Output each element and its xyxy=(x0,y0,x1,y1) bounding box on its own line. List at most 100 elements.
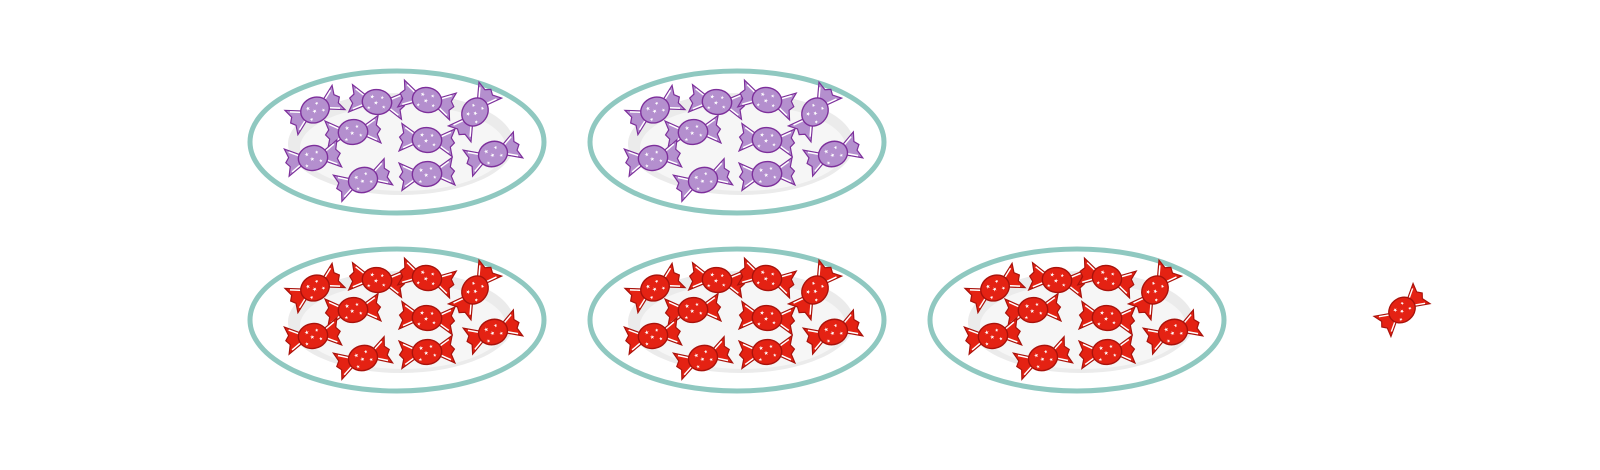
wrapped-candy-icon: ★ ★ ★ ★ ★ xyxy=(737,334,797,370)
svg-text:★: ★ xyxy=(418,168,424,174)
svg-text:★: ★ xyxy=(1098,346,1104,352)
svg-text:★: ★ xyxy=(309,294,315,301)
svg-text:★: ★ xyxy=(419,270,425,277)
svg-text:★: ★ xyxy=(654,327,659,334)
svg-text:★: ★ xyxy=(1166,338,1172,345)
svg-text:★: ★ xyxy=(758,168,764,174)
svg-text:★: ★ xyxy=(380,95,385,102)
wrapped-candy-icon: ★ ★ ★ ★ ★ xyxy=(332,157,394,203)
svg-text:★: ★ xyxy=(1111,320,1116,326)
plates-layer xyxy=(247,68,1227,394)
wrapped-candy-icon: ★ ★ ★ ★ ★ xyxy=(801,308,865,356)
svg-text:★: ★ xyxy=(465,111,473,119)
svg-text:★: ★ xyxy=(769,166,774,172)
wrapped-candy-icon: ★ ★ ★ ★ ★ xyxy=(737,156,797,192)
svg-text:★: ★ xyxy=(1112,353,1117,359)
svg-text:★: ★ xyxy=(699,356,706,363)
svg-text:★: ★ xyxy=(1392,307,1400,315)
svg-text:★: ★ xyxy=(699,178,706,185)
svg-text:★: ★ xyxy=(380,273,385,280)
svg-text:★: ★ xyxy=(819,105,826,112)
svg-text:★: ★ xyxy=(698,133,703,139)
svg-text:★: ★ xyxy=(826,160,832,167)
svg-text:★: ★ xyxy=(770,271,775,278)
svg-text:★: ★ xyxy=(763,351,769,357)
svg-text:★: ★ xyxy=(1407,305,1414,312)
wrapped-candy-icon: ★ ★ ★ ★ ★ xyxy=(786,258,844,322)
svg-text:★: ★ xyxy=(693,174,700,181)
svg-text:★: ★ xyxy=(757,143,762,149)
wrapped-candy-icon: ★ ★ ★ ★ ★ xyxy=(1141,308,1205,356)
svg-text:★: ★ xyxy=(1099,310,1105,316)
wrapped-candy-icon: ★ ★ ★ ★ ★ xyxy=(623,261,687,315)
svg-text:★: ★ xyxy=(838,152,844,159)
wrapped-candy-icon: ★ ★ ★ ★ ★ xyxy=(687,83,747,121)
svg-text:★: ★ xyxy=(1049,357,1055,364)
svg-text:★: ★ xyxy=(1145,289,1153,297)
svg-text:★: ★ xyxy=(314,100,320,107)
wrapped-candy-icon: ★ ★ ★ ★ ★ xyxy=(801,130,865,178)
svg-text:★: ★ xyxy=(689,309,695,315)
svg-text:★: ★ xyxy=(713,100,719,107)
svg-text:★: ★ xyxy=(314,327,319,334)
svg-text:★: ★ xyxy=(318,158,323,165)
svg-text:★: ★ xyxy=(1029,309,1035,315)
svg-text:★: ★ xyxy=(465,289,473,297)
svg-text:★: ★ xyxy=(721,282,726,289)
svg-text:★: ★ xyxy=(486,160,492,167)
svg-text:★: ★ xyxy=(423,98,429,105)
svg-text:★: ★ xyxy=(358,133,363,139)
svg-text:★: ★ xyxy=(1033,352,1040,359)
svg-text:★: ★ xyxy=(1039,356,1046,363)
svg-text:★: ★ xyxy=(644,330,650,337)
svg-text:★: ★ xyxy=(309,116,315,123)
wrapped-candy-icon: ★ ★ ★ ★ ★ xyxy=(963,261,1027,315)
svg-text:★: ★ xyxy=(649,157,655,164)
svg-text:★: ★ xyxy=(644,152,650,159)
svg-text:★: ★ xyxy=(355,364,361,371)
svg-text:★: ★ xyxy=(984,341,989,348)
svg-text:★: ★ xyxy=(1053,278,1059,285)
svg-text:★: ★ xyxy=(1398,316,1405,323)
wrapped-candy-icon: ★ ★ ★ ★ ★ xyxy=(663,292,723,328)
svg-text:★: ★ xyxy=(645,105,652,113)
svg-text:★: ★ xyxy=(813,119,820,126)
svg-text:★: ★ xyxy=(1399,308,1407,316)
svg-text:★: ★ xyxy=(418,357,423,363)
svg-text:★: ★ xyxy=(1103,276,1109,283)
svg-text:★: ★ xyxy=(649,335,655,342)
wrapped-candy-icon: ★ ★ ★ ★ ★ xyxy=(461,130,525,178)
svg-text:★: ★ xyxy=(1150,280,1157,287)
svg-text:★: ★ xyxy=(1109,344,1114,350)
svg-text:★: ★ xyxy=(418,346,424,352)
svg-text:★: ★ xyxy=(1060,273,1065,280)
svg-text:★: ★ xyxy=(654,149,659,156)
svg-text:★: ★ xyxy=(985,283,992,291)
svg-text:★: ★ xyxy=(721,104,726,111)
svg-text:★: ★ xyxy=(355,186,361,193)
svg-text:★: ★ xyxy=(418,179,423,185)
svg-text:★: ★ xyxy=(423,316,429,322)
svg-text:★: ★ xyxy=(658,336,663,343)
svg-text:★: ★ xyxy=(812,288,820,296)
wrapped-candy-icon: ★ ★ ★ ★ ★ xyxy=(397,122,457,158)
wrapped-candy-icon: ★ ★ ★ ★ ★ xyxy=(1077,300,1137,336)
svg-text:★: ★ xyxy=(493,323,499,330)
svg-text:★: ★ xyxy=(430,271,435,278)
svg-text:★: ★ xyxy=(1049,272,1055,279)
svg-text:★: ★ xyxy=(833,323,839,330)
svg-text:★: ★ xyxy=(658,158,663,165)
svg-text:★: ★ xyxy=(689,131,695,137)
wrapped-candy-icon: ★ ★ ★ ★ ★ xyxy=(623,83,687,137)
svg-text:★: ★ xyxy=(649,116,655,123)
svg-text:★: ★ xyxy=(763,173,769,179)
svg-text:★: ★ xyxy=(353,352,360,359)
svg-text:★: ★ xyxy=(432,353,437,359)
svg-text:★: ★ xyxy=(709,272,715,279)
svg-text:★: ★ xyxy=(812,110,820,118)
svg-text:★: ★ xyxy=(759,310,765,316)
svg-text:★: ★ xyxy=(419,132,425,138)
svg-text:★: ★ xyxy=(1098,357,1103,363)
wrapped-candy-icon: ★ ★ ★ ★ ★ xyxy=(283,261,347,315)
